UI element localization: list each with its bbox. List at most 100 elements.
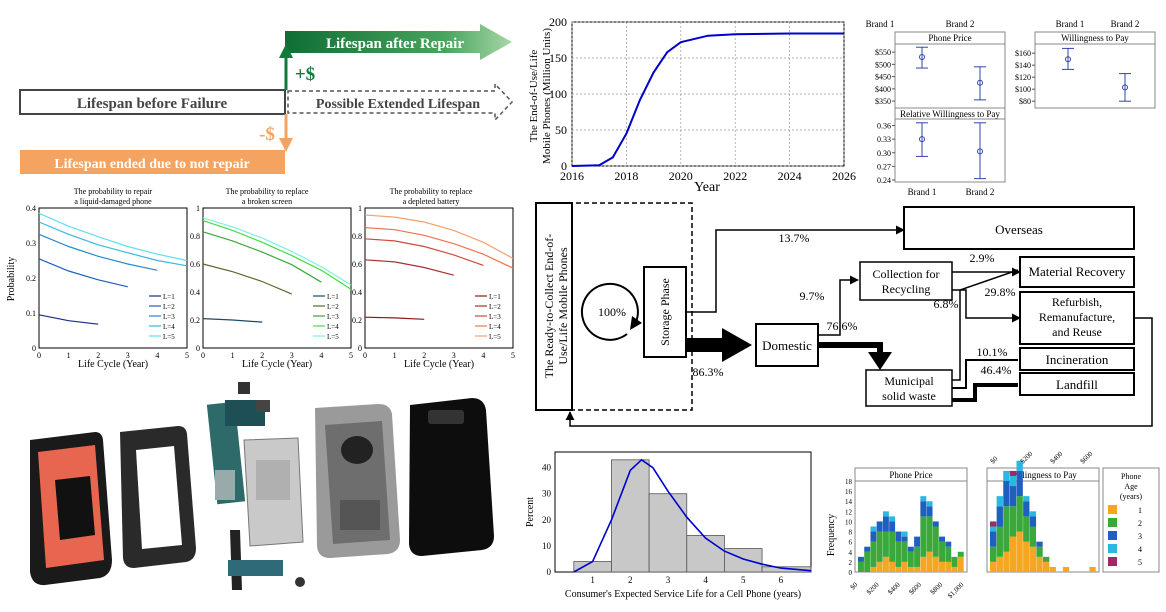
- overseas-label: Overseas: [995, 222, 1043, 237]
- freq-price-bar-4-0: [882, 556, 889, 572]
- landfill-pct: 46.4%: [981, 363, 1012, 377]
- prob1-line-L=1: [38, 314, 99, 325]
- freq-wtp-bar-8-0: [1043, 561, 1050, 572]
- brand2-top-label-2: Brand 2: [1111, 19, 1140, 29]
- freq-price-bar-10-0: [920, 556, 927, 572]
- pp-point-0: [919, 54, 925, 61]
- freq-price-bar-13-1: [939, 541, 945, 562]
- refurbish-box: [1019, 291, 1135, 345]
- eol-xtick-5: 2026: [832, 169, 856, 183]
- prob3-ytick-3: 0.4: [352, 288, 362, 297]
- rw-point-1: [977, 148, 983, 155]
- logic-board-part: [206, 382, 270, 505]
- freq-wtp-bar-3-3: [1009, 475, 1017, 487]
- collection-pct: 9.7%: [800, 289, 825, 303]
- freq-wtp-bar-5-3: [1023, 496, 1030, 502]
- freq-legend-items: 1 2 3 4 5: [1108, 505, 1142, 567]
- prob2-legend-label-2: L=3: [327, 313, 339, 321]
- prob2-legend: L=1 L=2 L=3 L=4 L=5: [313, 293, 339, 341]
- prob3-xlabel: Life Cycle (Year): [404, 359, 474, 370]
- freq-wtp-bar-7-2: [1036, 541, 1043, 547]
- freq-ytick-1: 16: [845, 488, 853, 496]
- rel-wtp-title: Relative Willingness to Pay: [900, 109, 1000, 119]
- phone-price-title: Phone Price: [928, 33, 971, 43]
- freq-legend-title3: (years): [1120, 492, 1143, 501]
- refurbish-label-line3: and Reuse: [1052, 325, 1102, 339]
- prob2-legend-label-0: L=1: [327, 293, 339, 301]
- freq-wtp-bar-0-3: [990, 526, 997, 532]
- overseas-box: [903, 206, 1135, 250]
- prob1-lines: [38, 212, 188, 325]
- eol-xtick-3: 2022: [723, 169, 747, 183]
- storage-loop-pct: 100%: [598, 305, 626, 319]
- pp-tick-2: $450: [875, 73, 891, 82]
- freq-ytick-4: 10: [845, 518, 853, 526]
- hist-ytick-0: 40: [542, 463, 552, 473]
- hist-ticks: 1 2 3 4 5 6 40 30 20 10 0: [542, 463, 784, 585]
- wtp-title: Willingness to Pay: [1061, 33, 1129, 43]
- freq-ytick-0: 18: [845, 478, 853, 486]
- extended-lifespan-label: Possible Extended Lifespan: [316, 97, 480, 112]
- refurb-small-pct: 6.8%: [934, 297, 959, 311]
- freq-price-bar-4-2: [882, 516, 889, 532]
- storage-loop-arrowhead: [630, 316, 642, 330]
- pp-point-1: [977, 79, 983, 86]
- prob3-line-L=2: [364, 259, 454, 276]
- repair-up-arrowhead: [279, 44, 293, 58]
- freq-price-xtick-4: $800: [929, 580, 945, 596]
- lifespan-ended-box: [20, 150, 285, 174]
- pp-tick-0: $550: [875, 48, 891, 57]
- prob3-xtick-4: 4: [481, 351, 485, 360]
- eol-series-line: [571, 32, 844, 167]
- msw-to-mat-line: [952, 269, 1019, 381]
- freq-price-bar-6-2: [895, 531, 902, 542]
- freq-price-bar-7-1: [901, 541, 908, 562]
- eol-xtick-1: 2018: [614, 169, 638, 183]
- eol-ytick-2: 100: [549, 87, 567, 101]
- prob1-ytick-4: 0: [32, 344, 36, 353]
- prob2-xlabel: Life Cycle (Year): [242, 359, 312, 370]
- freq-price-bar-12-2: [932, 521, 939, 527]
- prob1-legend-label-0: L=1: [163, 293, 175, 301]
- prob3-ytick-4: 0.2: [352, 316, 362, 325]
- prob3-line-L=1: [364, 316, 425, 320]
- prob2-line-L=5: [202, 217, 352, 286]
- domestic-flow-arrow: [686, 328, 752, 362]
- prob3-ytick-0: 1: [358, 204, 362, 213]
- lifespan-ended-label: Lifespan ended due to not repair: [54, 157, 249, 172]
- prob-ylabel: Probability: [6, 257, 17, 301]
- freq-ytick-9: 0: [849, 569, 853, 577]
- prob1-ytick-0: 0.4: [26, 204, 36, 213]
- eol-ytick-3: 150: [549, 51, 567, 65]
- prob1-xtick-2: 2: [96, 351, 100, 360]
- freq-price-bar-15-0: [951, 566, 958, 572]
- freq-price-bar-0-2: [858, 556, 864, 562]
- prob1-legend-label-3: L=4: [163, 323, 175, 331]
- refurb-small-flow-line: [952, 289, 1021, 323]
- refurb-pct: 29.8%: [985, 285, 1016, 299]
- back-housing-part: [315, 404, 400, 558]
- collection-flow-line: [818, 275, 859, 336]
- msw-label-line1: Municipal: [884, 374, 934, 388]
- freq-wtp-bar-4-2: [1016, 470, 1023, 497]
- rel-wtp-marks: [916, 122, 986, 180]
- freq-price-bar-4-3: [882, 511, 889, 517]
- eol-chart: 2016 2018 2020 2022 2024 2026 0 50 100 150 200 Yea…: [528, 15, 856, 195]
- freq-wtp-bar-9-0: [1049, 566, 1056, 572]
- freq-price-title: Phone Price: [889, 470, 932, 480]
- freq-wtp-bar-6-1: [1029, 526, 1037, 547]
- prob3-xtick-2: 2: [422, 351, 426, 360]
- material-recovery-box: [1019, 256, 1135, 288]
- prob2-line-L=1: [202, 318, 263, 323]
- prob1-title-line2: a liquid-damaged phone: [74, 197, 152, 206]
- prob2-xtick-1: 1: [231, 351, 235, 360]
- hist-xlabel: Consumer's Expected Service Life for a C…: [565, 589, 801, 600]
- hist-bar-3: [686, 535, 725, 573]
- brand2-bottom-label: Brand 2: [966, 187, 995, 197]
- freq-price-xtick-2: $400: [886, 580, 902, 596]
- prob3-legend-label-2: L=3: [489, 313, 501, 321]
- prob1-legend: L=1 L=2 L=3 L=4 L=5: [149, 293, 175, 341]
- prob3-xtick-3: 3: [452, 351, 456, 360]
- hist-bar-5: [761, 566, 812, 573]
- freq-wtp-bar-15-0: [1089, 566, 1096, 572]
